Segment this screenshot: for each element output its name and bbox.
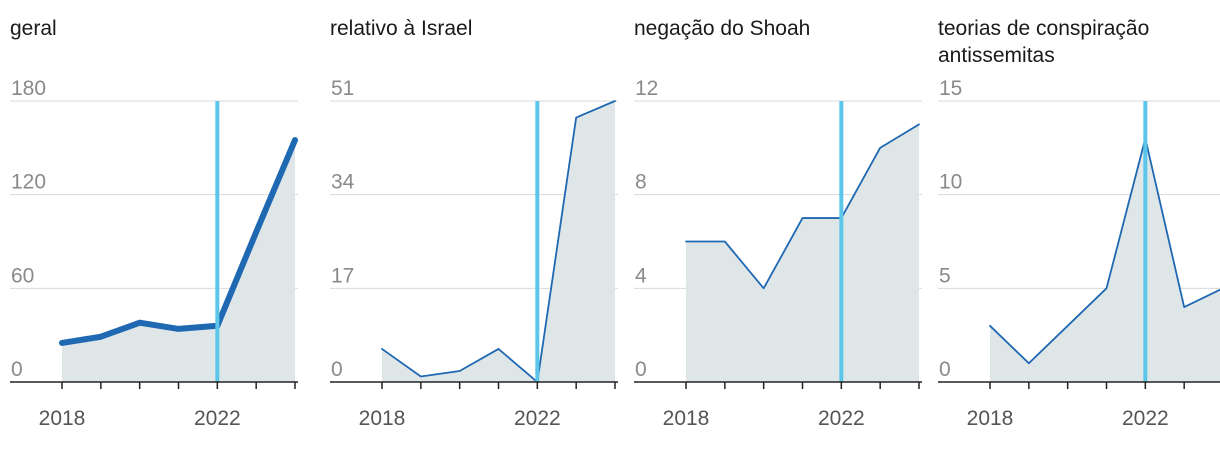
chart-title: teorias de conspiração antissemitas <box>938 17 1149 67</box>
x-tick-label: 2022 <box>818 407 865 430</box>
y-tick-label: 0 <box>331 358 343 381</box>
y-tick-label: 51 <box>331 77 354 100</box>
y-tick-label: 34 <box>331 171 355 194</box>
series-line <box>381 100 616 383</box>
y-tick-label: 4 <box>635 264 647 287</box>
x-tick-label: 2018 <box>359 407 406 430</box>
x-tick-label: 2022 <box>1122 407 1169 430</box>
y-tick-label: 10 <box>939 171 962 194</box>
y-tick-label: 8 <box>635 171 647 194</box>
x-tick-label: 2018 <box>663 407 710 430</box>
area-fill <box>62 140 295 382</box>
y-tick-label: 120 <box>11 171 46 194</box>
y-tick-label: 0 <box>939 358 951 381</box>
y-tick-label: 60 <box>11 264 34 287</box>
chart-panel-3: negação do Shoah 0 4 8 12 2018 2022 <box>634 17 922 430</box>
y-tick-label: 12 <box>635 77 658 100</box>
x-tick-label: 2018 <box>39 407 86 430</box>
series-line <box>685 123 920 290</box>
chart-panel-4: teorias de conspiração antissemitas 0 5 10 15… <box>938 17 1220 430</box>
chart-panel-1: geral 0 60 120 180 2018 2022 <box>10 17 298 430</box>
y-tick-label: 0 <box>11 358 23 381</box>
x-tick-label: 2022 <box>514 407 561 430</box>
y-tick-label: 180 <box>11 77 46 100</box>
area-fill <box>686 124 919 383</box>
series-line <box>989 137 1220 365</box>
area-fill <box>382 101 615 382</box>
chart-title: relativo à Israel <box>330 17 472 40</box>
chart-panel-2: relativo à Israel 0 17 34 51 2018 2022 <box>330 17 618 430</box>
x-tick-label: 2022 <box>194 407 241 430</box>
y-tick-label: 15 <box>939 77 962 100</box>
chart-title: geral <box>10 17 57 40</box>
y-tick-label: 5 <box>939 264 951 287</box>
y-tick-label: 0 <box>635 358 647 381</box>
y-tick-label: 17 <box>331 264 354 287</box>
x-tick-label: 2018 <box>967 407 1014 430</box>
series-line <box>59 137 298 346</box>
area-fill <box>990 138 1220 382</box>
chart-title: negação do Shoah <box>634 17 810 40</box>
